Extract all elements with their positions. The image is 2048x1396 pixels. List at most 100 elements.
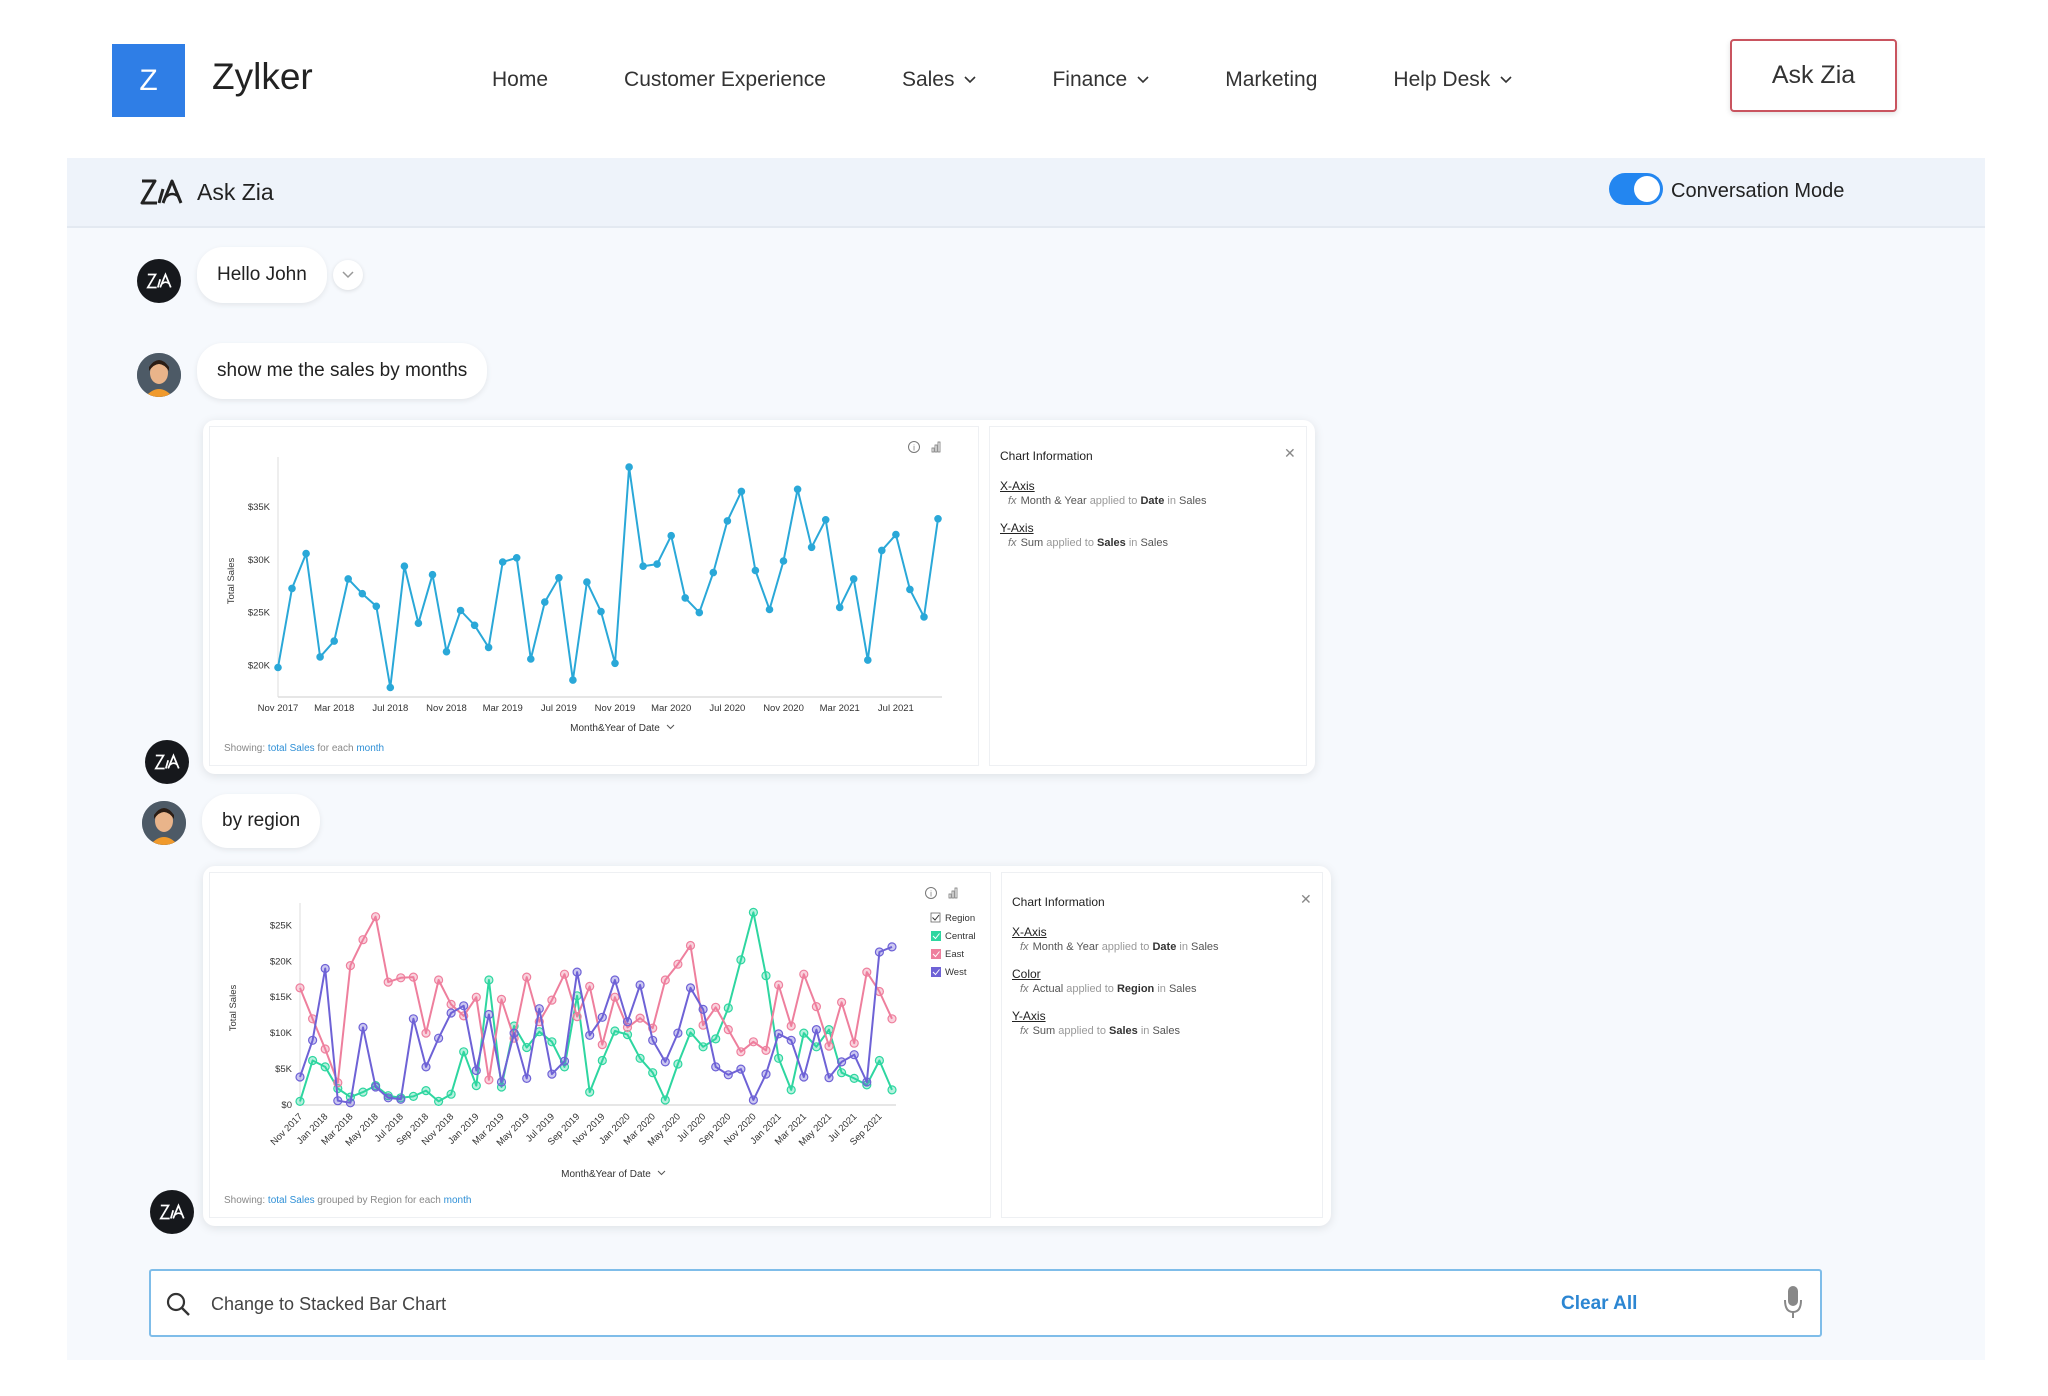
- data-point[interactable]: [786, 1021, 796, 1031]
- data-point[interactable]: [408, 972, 418, 982]
- conversation-mode-toggle[interactable]: [1609, 173, 1663, 205]
- data-point[interactable]: [333, 1096, 343, 1106]
- data-point[interactable]: [698, 1042, 708, 1052]
- data-point[interactable]: [522, 972, 532, 982]
- data-point[interactable]: [459, 1001, 469, 1011]
- data-point[interactable]: [572, 967, 582, 977]
- data-point[interactable]: [887, 1014, 897, 1024]
- data-point[interactable]: [711, 1062, 721, 1072]
- showing-sales[interactable]: Sales: [289, 1195, 315, 1206]
- data-point[interactable]: [371, 1082, 381, 1092]
- data-point[interactable]: [622, 1017, 633, 1027]
- data-point[interactable]: [320, 1044, 330, 1054]
- showing-total[interactable]: total: [267, 1195, 287, 1206]
- nav-item-help-desk[interactable]: Help Desk: [1393, 68, 1512, 92]
- showing-total[interactable]: total: [267, 743, 287, 754]
- data-point[interactable]: [711, 1002, 721, 1012]
- data-point[interactable]: [773, 1029, 784, 1039]
- data-point[interactable]: [773, 980, 784, 990]
- legend-swatch[interactable]: [931, 967, 941, 977]
- data-point[interactable]: [610, 1026, 620, 1036]
- data-point[interactable]: [761, 1069, 771, 1079]
- data-point[interactable]: [522, 1073, 532, 1083]
- data-point[interactable]: [547, 1069, 557, 1079]
- data-point[interactable]: [892, 530, 900, 539]
- data-point[interactable]: [496, 994, 507, 1005]
- data-point[interactable]: [383, 977, 393, 987]
- info-icon[interactable]: [908, 441, 920, 453]
- data-point[interactable]: [484, 1009, 494, 1020]
- data-point[interactable]: [765, 605, 774, 614]
- data-point[interactable]: [709, 568, 718, 577]
- data-point[interactable]: [761, 1045, 771, 1055]
- data-point[interactable]: [836, 997, 847, 1007]
- data-point[interactable]: [723, 1070, 733, 1080]
- data-point[interactable]: [522, 1042, 532, 1053]
- data-point[interactable]: [821, 516, 830, 524]
- nav-item-sales[interactable]: Sales: [902, 68, 977, 92]
- data-point[interactable]: [572, 1012, 582, 1022]
- data-point[interactable]: [681, 594, 690, 602]
- data-point[interactable]: [434, 1096, 444, 1106]
- data-point[interactable]: [585, 981, 595, 992]
- data-point[interactable]: [635, 1053, 645, 1063]
- data-point[interactable]: [723, 517, 732, 525]
- data-point[interactable]: [660, 975, 670, 985]
- data-point[interactable]: [906, 585, 914, 594]
- data-point[interactable]: [877, 546, 886, 555]
- data-point[interactable]: [434, 1033, 444, 1043]
- data-point[interactable]: [470, 621, 479, 630]
- data-point[interactable]: [611, 659, 619, 668]
- data-point[interactable]: [610, 992, 620, 1002]
- data-point[interactable]: [559, 1056, 570, 1066]
- data-point[interactable]: [540, 598, 549, 606]
- nav-item-marketing[interactable]: Marketing: [1225, 68, 1317, 92]
- data-point[interactable]: [345, 1098, 355, 1108]
- data-point[interactable]: [824, 1073, 834, 1083]
- nav-item-home[interactable]: Home: [492, 68, 548, 92]
- data-point[interactable]: [653, 560, 661, 568]
- data-point[interactable]: [345, 960, 355, 971]
- data-point[interactable]: [748, 1037, 759, 1047]
- brand-name[interactable]: Zylker: [212, 56, 313, 97]
- data-point[interactable]: [428, 570, 437, 579]
- data-point[interactable]: [648, 1068, 658, 1078]
- data-point[interactable]: [807, 543, 816, 552]
- data-point[interactable]: [836, 1057, 847, 1067]
- data-point[interactable]: [585, 1030, 595, 1040]
- data-point[interactable]: [849, 1038, 859, 1048]
- legend-swatch[interactable]: [931, 949, 941, 959]
- data-point[interactable]: [779, 557, 788, 565]
- data-point[interactable]: [635, 980, 645, 990]
- data-point[interactable]: [934, 515, 942, 523]
- ask-zia-button[interactable]: Ask Zia: [1730, 39, 1897, 112]
- data-point[interactable]: [786, 1035, 796, 1045]
- showing-sales[interactable]: Sales: [289, 743, 315, 754]
- data-point[interactable]: [585, 1087, 595, 1097]
- data-point[interactable]: [748, 907, 759, 918]
- data-point[interactable]: [421, 1028, 431, 1038]
- data-point[interactable]: [622, 1030, 633, 1040]
- data-point[interactable]: [799, 1072, 809, 1082]
- greeting-dropdown-button[interactable]: [333, 260, 363, 290]
- data-point[interactable]: [887, 1085, 897, 1095]
- data-point[interactable]: [786, 1085, 796, 1095]
- data-point[interactable]: [484, 643, 493, 652]
- data-point[interactable]: [849, 1050, 859, 1060]
- data-point[interactable]: [849, 575, 858, 583]
- data-point[interactable]: [344, 575, 353, 583]
- data-point[interactable]: [547, 995, 557, 1005]
- data-point[interactable]: [400, 562, 409, 571]
- nav-item-finance[interactable]: Finance: [1052, 68, 1149, 92]
- data-point[interactable]: [811, 1025, 822, 1035]
- data-point[interactable]: [597, 1055, 607, 1066]
- data-point[interactable]: [295, 1096, 305, 1106]
- search-input[interactable]: [211, 1285, 1511, 1323]
- data-point[interactable]: [711, 1034, 721, 1044]
- data-point[interactable]: [863, 656, 872, 664]
- data-point[interactable]: [793, 485, 802, 494]
- data-point[interactable]: [736, 1064, 746, 1074]
- logo-icon[interactable]: Z: [112, 44, 185, 117]
- nav-item-customer-experience[interactable]: Customer Experience: [624, 68, 826, 92]
- data-point[interactable]: [421, 1062, 431, 1072]
